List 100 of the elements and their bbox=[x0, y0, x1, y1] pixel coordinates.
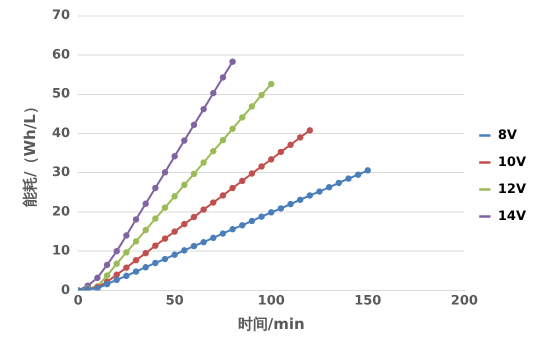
point bbox=[123, 272, 130, 280]
point bbox=[132, 238, 140, 245]
point bbox=[181, 182, 188, 188]
point bbox=[248, 218, 256, 224]
point bbox=[114, 276, 120, 284]
point bbox=[364, 167, 371, 174]
point bbox=[181, 137, 188, 144]
point bbox=[248, 103, 256, 110]
point bbox=[123, 264, 130, 271]
point bbox=[268, 209, 274, 216]
point bbox=[210, 234, 216, 242]
point bbox=[229, 58, 236, 65]
point bbox=[306, 192, 314, 199]
point bbox=[239, 114, 246, 121]
point bbox=[278, 148, 284, 156]
y-tick-label: 20 bbox=[52, 204, 70, 220]
x-tick-label: 150 bbox=[354, 294, 382, 309]
point bbox=[287, 200, 294, 208]
point bbox=[104, 272, 110, 279]
point bbox=[268, 80, 274, 88]
point bbox=[104, 280, 110, 288]
y-tick-label: 60 bbox=[52, 47, 70, 62]
point bbox=[258, 213, 265, 220]
point bbox=[132, 216, 140, 223]
point bbox=[229, 226, 236, 232]
point bbox=[258, 163, 265, 170]
point bbox=[268, 156, 274, 163]
point bbox=[200, 238, 207, 246]
point bbox=[210, 199, 216, 206]
point bbox=[239, 178, 246, 184]
point bbox=[171, 193, 178, 200]
point bbox=[152, 242, 159, 249]
point bbox=[181, 247, 188, 254]
x-tick-label: 50 bbox=[166, 294, 184, 309]
point bbox=[220, 192, 226, 199]
point bbox=[162, 204, 168, 211]
point bbox=[171, 228, 178, 235]
point bbox=[162, 169, 168, 176]
point bbox=[142, 200, 149, 207]
point bbox=[200, 106, 207, 112]
point bbox=[229, 126, 236, 132]
y-tick-label: 50 bbox=[52, 86, 70, 102]
point bbox=[162, 256, 168, 262]
point bbox=[142, 250, 149, 256]
x-tick-label: 0 bbox=[74, 294, 83, 309]
point bbox=[152, 215, 159, 222]
legend-label: 10V bbox=[498, 154, 526, 170]
point bbox=[296, 196, 304, 203]
point bbox=[326, 184, 332, 190]
point bbox=[200, 206, 207, 213]
y-tick-label: 10 bbox=[52, 244, 70, 259]
point bbox=[152, 260, 159, 266]
point bbox=[190, 242, 198, 250]
point bbox=[258, 92, 265, 98]
point bbox=[278, 205, 284, 212]
point bbox=[132, 268, 140, 275]
point bbox=[171, 153, 178, 160]
point bbox=[190, 170, 198, 178]
point bbox=[132, 256, 140, 264]
point bbox=[152, 184, 159, 192]
point bbox=[345, 175, 352, 182]
point bbox=[104, 262, 110, 268]
point bbox=[220, 136, 226, 144]
point bbox=[94, 274, 101, 282]
point bbox=[200, 159, 207, 166]
y-tick-label: 0 bbox=[61, 282, 70, 298]
point bbox=[114, 248, 120, 254]
point bbox=[336, 180, 342, 186]
point bbox=[171, 252, 178, 258]
point bbox=[239, 222, 246, 228]
point bbox=[190, 122, 198, 128]
point bbox=[306, 127, 314, 134]
point bbox=[287, 142, 294, 148]
y-tick-label: 40 bbox=[52, 126, 70, 141]
point bbox=[210, 90, 216, 96]
point bbox=[162, 235, 168, 242]
point bbox=[229, 184, 236, 192]
point bbox=[123, 249, 130, 256]
point bbox=[142, 264, 149, 270]
y-axis-title: 能耗/（Wh/L） bbox=[20, 99, 39, 207]
point bbox=[296, 134, 304, 141]
legend-label: 14V bbox=[498, 208, 526, 224]
point bbox=[248, 170, 256, 177]
point bbox=[316, 188, 323, 195]
legend-label: 8V bbox=[498, 128, 517, 143]
point bbox=[210, 148, 216, 154]
x-axis-title: 时间/min bbox=[238, 314, 305, 333]
x-tick-label: 100 bbox=[258, 294, 285, 309]
legend-label: 12V bbox=[498, 182, 526, 197]
point bbox=[354, 171, 362, 178]
point bbox=[220, 230, 226, 237]
point bbox=[220, 74, 226, 81]
y-tick-label: 30 bbox=[52, 165, 70, 180]
point bbox=[181, 220, 188, 228]
y-tick-label: 70 bbox=[52, 8, 70, 24]
point bbox=[190, 214, 198, 220]
point bbox=[123, 232, 130, 239]
point bbox=[114, 260, 120, 267]
x-tick-label: 200 bbox=[450, 294, 478, 309]
point bbox=[142, 226, 149, 234]
